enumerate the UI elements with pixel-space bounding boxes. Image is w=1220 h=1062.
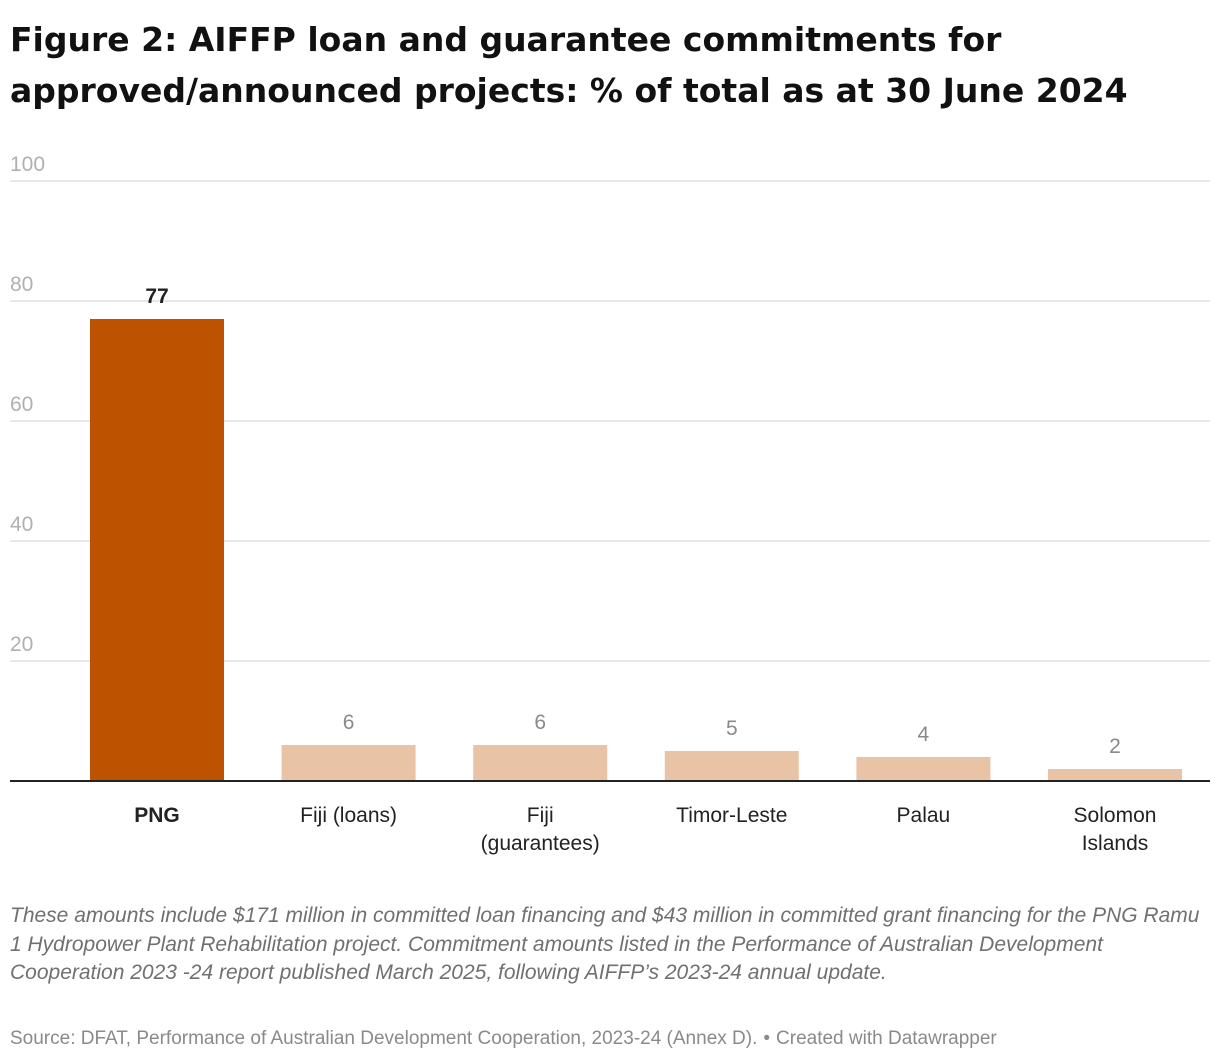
source-line: Source: DFAT, Performance of Australian …: [10, 1026, 997, 1052]
bar-palau: [856, 757, 991, 781]
value-label: 6: [534, 711, 546, 734]
y-tick-label: 100: [10, 153, 45, 176]
bar-solomon-islands: [1048, 769, 1182, 781]
value-label: 4: [918, 723, 930, 746]
bar-fiji-loans: [281, 745, 416, 781]
source-text: Source: DFAT, Performance of Australian …: [10, 1028, 758, 1049]
category-label: Solomon Islands: [1074, 804, 1157, 855]
y-tick-label: 40: [10, 513, 33, 536]
category-label: Fiji (guarantees): [481, 804, 600, 855]
credit-text: Created with Datawrapper: [776, 1028, 997, 1049]
category-labels: PNG Fiji (loans) Fiji (guarantees) Timor-Les…: [134, 804, 1156, 855]
value-label: 77: [145, 285, 168, 308]
chart-title: Figure 2: AIFFP loan and guarantee commi…: [10, 20, 1128, 110]
bar-png: [90, 319, 224, 781]
value-labels: 77 6 6 5 4 2: [145, 285, 1121, 758]
bars: [90, 319, 1182, 781]
value-label: 2: [1109, 735, 1121, 758]
y-tick-label: 60: [10, 393, 33, 416]
bar-fiji-guarantees: [473, 745, 608, 781]
value-label: 5: [726, 717, 738, 740]
bar-timor-leste: [664, 751, 799, 781]
bar-chart: 20 40 60 80 100 77 6 6 5 4 2 PNG Fiji (loans) Fiji(…: [10, 153, 1210, 855]
y-tick-label: 20: [10, 633, 33, 656]
chart-notes: These amounts include $171 million in co…: [10, 904, 1200, 984]
category-label: Timor-Leste: [676, 804, 787, 827]
category-label: Fiji (loans): [300, 804, 397, 827]
source-separator: •: [763, 1028, 771, 1049]
y-tick-label: 80: [10, 273, 33, 296]
value-label: 6: [343, 711, 355, 734]
category-label: PNG: [134, 804, 180, 827]
category-label: Palau: [897, 804, 951, 827]
